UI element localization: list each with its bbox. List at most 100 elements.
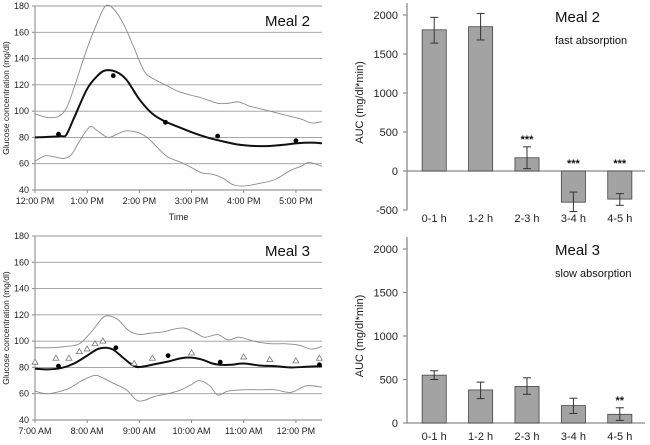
- x-tick-label: 0-1 h: [422, 431, 447, 443]
- x-tick-label: 11:00 AM: [225, 426, 262, 436]
- x-tick-label: 10:00 AM: [173, 426, 211, 436]
- x-tick-label: 2-3 h: [514, 431, 539, 443]
- x-tick-label: 0-1 h: [422, 213, 447, 225]
- y-tick-label: 80: [19, 362, 29, 372]
- triangle-marker: [130, 359, 138, 366]
- y-tick-label: 500: [380, 375, 398, 387]
- bar: [421, 374, 447, 424]
- data-point: [165, 353, 171, 358]
- data-point: [293, 138, 299, 144]
- series-lower-line: [34, 126, 323, 187]
- data-point: [316, 362, 322, 368]
- data-point: [113, 345, 119, 351]
- line-chart-bottom-left: 40 60 80 100 120 140 160 180 7:00 AM 8:00 AM 9:00 …: [1, 231, 324, 436]
- bar-chart-top-right: -500 0 500 1000 1500 2000 AUC (mg/dl*min) 0-1 h…: [354, 3, 645, 225]
- triangle-marker: [266, 355, 274, 362]
- y-tick-label: 120: [14, 310, 29, 320]
- x-tick-label: 2-3 h: [514, 213, 539, 225]
- y-tick-label: 160: [14, 257, 29, 267]
- triangle-marker: [91, 339, 99, 347]
- x-tick-label: 4:00 PM: [227, 196, 261, 206]
- panel-subtitle: slow absorption: [555, 268, 631, 280]
- triangle-marker: [31, 358, 39, 365]
- series-upper-line: [34, 4, 323, 124]
- data-point: [110, 73, 116, 79]
- x-tick-label: 9:00 AM: [123, 426, 156, 436]
- y-tick-label: 2000: [374, 244, 398, 256]
- panel-title: Meal 3: [555, 242, 600, 259]
- series-mean-line: [34, 69, 323, 148]
- y-tick-label: 60: [19, 389, 29, 399]
- x-tick-label: 3-4 h: [561, 213, 586, 225]
- panel-title: Meal 2: [555, 9, 600, 26]
- y-tick-label: 160: [14, 27, 29, 37]
- y-tick-label: 120: [14, 80, 29, 90]
- y-tick-label: -500: [376, 205, 398, 217]
- y-tick-label: 1500: [374, 49, 398, 61]
- y-axis-title: AUC (mg/dl*min): [354, 295, 366, 378]
- triangle-marker: [187, 349, 196, 356]
- y-tick-label: 140: [14, 54, 29, 64]
- triangle-marker: [240, 353, 248, 360]
- x-tick-label: 1-2 h: [468, 213, 493, 225]
- y-tick-label: 1000: [374, 331, 398, 343]
- y-tick-label: 180: [14, 231, 29, 241]
- data-point: [215, 133, 221, 139]
- x-tick-label: 8:00 AM: [71, 426, 104, 436]
- y-tick-label: 40: [19, 185, 29, 195]
- triangle-marker: [148, 354, 157, 361]
- significance-marker: ***: [567, 158, 581, 170]
- y-tick-label: 500: [380, 127, 398, 139]
- y-axis-title: Glucose concentration (mg/dl): [1, 271, 11, 385]
- x-tick-label: 1:00 PM: [70, 196, 104, 206]
- panel-subtitle: fast absorption: [555, 35, 627, 47]
- significance-marker: ***: [521, 134, 535, 146]
- y-tick-label: 80: [19, 132, 29, 142]
- data-point: [163, 119, 168, 125]
- y-tick-label: 2000: [374, 10, 398, 22]
- triangle-marker: [315, 354, 324, 361]
- significance-marker: **: [616, 395, 625, 407]
- data-point: [217, 359, 223, 365]
- triangle-marker: [65, 354, 73, 361]
- triangle-marker: [83, 345, 91, 352]
- y-tick-label: 0: [392, 166, 398, 178]
- series-upper-line: [34, 315, 323, 350]
- bar: [468, 26, 494, 172]
- x-tick-label: 12:00 PM: [16, 196, 55, 206]
- panel-title: Meal 2: [265, 13, 310, 30]
- y-tick-label: 140: [14, 284, 29, 294]
- y-axis-title: AUC (mg/dl*min): [354, 61, 366, 144]
- line-chart-top-left: 40 60 80 100 120 140 160 180 12:00 PM 1:00 PM 2:00…: [1, 1, 323, 222]
- triangle-marker: [52, 354, 60, 361]
- triangle-marker: [99, 337, 107, 344]
- series-mean-line: [34, 346, 323, 371]
- y-tick-label: 0: [392, 418, 398, 430]
- bar-chart-bottom-right: 0 500 1000 1500 2000 AUC (mg/dl*min) 0-1 h 1-2 …: [354, 237, 645, 443]
- x-axis-title: Time: [169, 212, 189, 222]
- data-point: [56, 363, 61, 369]
- y-tick-label: 100: [14, 336, 29, 346]
- significance-marker: ***: [613, 158, 627, 170]
- triangle-marker: [292, 357, 300, 364]
- x-tick-label: 4-5 h: [607, 431, 632, 443]
- y-tick-label: 180: [14, 1, 29, 11]
- y-tick-label: 1500: [374, 288, 398, 300]
- panel-title: Meal 3: [265, 243, 310, 260]
- y-tick-label: 1000: [374, 88, 398, 100]
- x-tick-label: 5:00 PM: [279, 196, 313, 206]
- x-tick-label: 3-4 h: [561, 431, 586, 443]
- triangle-marker: [75, 347, 84, 355]
- x-tick-label: 12:00 PM: [277, 426, 316, 436]
- y-tick-label: 40: [19, 415, 29, 425]
- y-tick-label: 60: [19, 159, 29, 169]
- x-tick-label: 2:00 PM: [123, 196, 157, 206]
- series-lower-line: [34, 374, 323, 402]
- x-tick-label: 3:00 PM: [175, 196, 209, 206]
- x-tick-label: 1-2 h: [468, 431, 493, 443]
- y-tick-label: 100: [14, 106, 29, 116]
- x-tick-label: 7:00 AM: [18, 426, 51, 436]
- x-tick-label: 4-5 h: [607, 213, 632, 225]
- data-point: [56, 131, 61, 137]
